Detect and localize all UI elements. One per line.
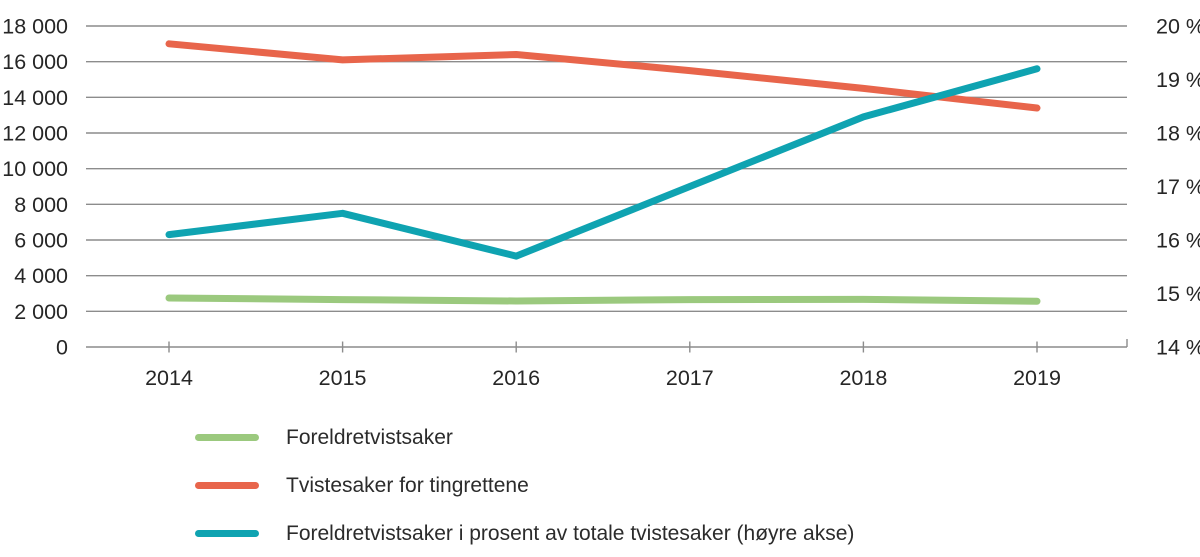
series-line-foreldretvistsaker bbox=[165, 294, 1041, 305]
x-axis-tick-label: 2015 bbox=[319, 366, 367, 390]
right-axis-tick-label: 14 % bbox=[1156, 336, 1200, 360]
right-axis-tick-label: 17 % bbox=[1156, 175, 1200, 199]
x-axis-tick-label: 2014 bbox=[145, 366, 193, 390]
right-axis-tick-label: 16 % bbox=[1156, 229, 1200, 253]
right-axis-tick-label: 19 % bbox=[1156, 68, 1200, 92]
right-axis-labels: 14 % 15 % 16 % 17 % 18 % 19 % 20 % bbox=[1156, 15, 1200, 360]
left-axis-tick-label: 10 000 bbox=[2, 157, 68, 181]
left-axis-tick-label: 6 000 bbox=[14, 229, 68, 253]
x-axis-tick-label: 2019 bbox=[1013, 366, 1061, 390]
series-line-tvistesaker-for-tingrettene bbox=[165, 40, 1041, 112]
left-axis-tick-label: 18 000 bbox=[2, 15, 68, 39]
legend-item-tvistesaker: Tvistesaker for tingrettene bbox=[195, 472, 854, 499]
left-axis-labels: 0 2 000 4 000 6 000 8 000 10 000 12 000 14 000 1… bbox=[2, 15, 68, 360]
legend-label: Tvistesaker for tingrettene bbox=[286, 474, 529, 497]
right-axis-tick-label: 20 % bbox=[1156, 15, 1200, 39]
left-axis-tick-label: 2 000 bbox=[14, 300, 68, 324]
left-axis-tick-label: 0 bbox=[56, 336, 68, 360]
legend-swatch-teal-line bbox=[195, 530, 259, 537]
chart-canvas: 0 2 000 4 000 6 000 8 000 10 000 12 000 14 000 1… bbox=[2, 15, 1200, 391]
left-axis-tick-label: 16 000 bbox=[2, 50, 68, 74]
chart-legend: Foreldretvistsaker Tvistesaker for tingr… bbox=[195, 424, 854, 557]
legend-label: Foreldretvistsaker bbox=[286, 426, 453, 449]
series-line-foreldretvistsaker-i-prosent-av-totale-tvistesaker-h-yre-akse bbox=[165, 65, 1041, 260]
legend-item-foreldretvistsaker: Foreldretvistsaker bbox=[195, 424, 854, 451]
left-axis-tick-label: 4 000 bbox=[14, 264, 68, 288]
x-axis-tick-label: 2018 bbox=[839, 366, 887, 390]
x-axis-tick-label: 2016 bbox=[492, 366, 540, 390]
legend-item-prosent: Foreldretvistsaker i prosent av totale t… bbox=[195, 520, 854, 547]
x-axis-tick-label: 2017 bbox=[666, 366, 714, 390]
left-axis-tick-label: 12 000 bbox=[2, 122, 68, 146]
right-axis-tick-label: 18 % bbox=[1156, 122, 1200, 146]
left-axis-tick-label: 8 000 bbox=[14, 193, 68, 217]
legend-swatch-green-line bbox=[195, 434, 259, 441]
legend-swatch-red-line bbox=[195, 482, 259, 489]
right-axis-tick-label: 15 % bbox=[1156, 282, 1200, 306]
x-axis: 2014 2015 2016 2017 2018 2019 bbox=[145, 339, 1128, 390]
legend-label: Foreldretvistsaker i prosent av totale t… bbox=[286, 522, 855, 545]
left-axis-tick-label: 14 000 bbox=[2, 86, 68, 110]
